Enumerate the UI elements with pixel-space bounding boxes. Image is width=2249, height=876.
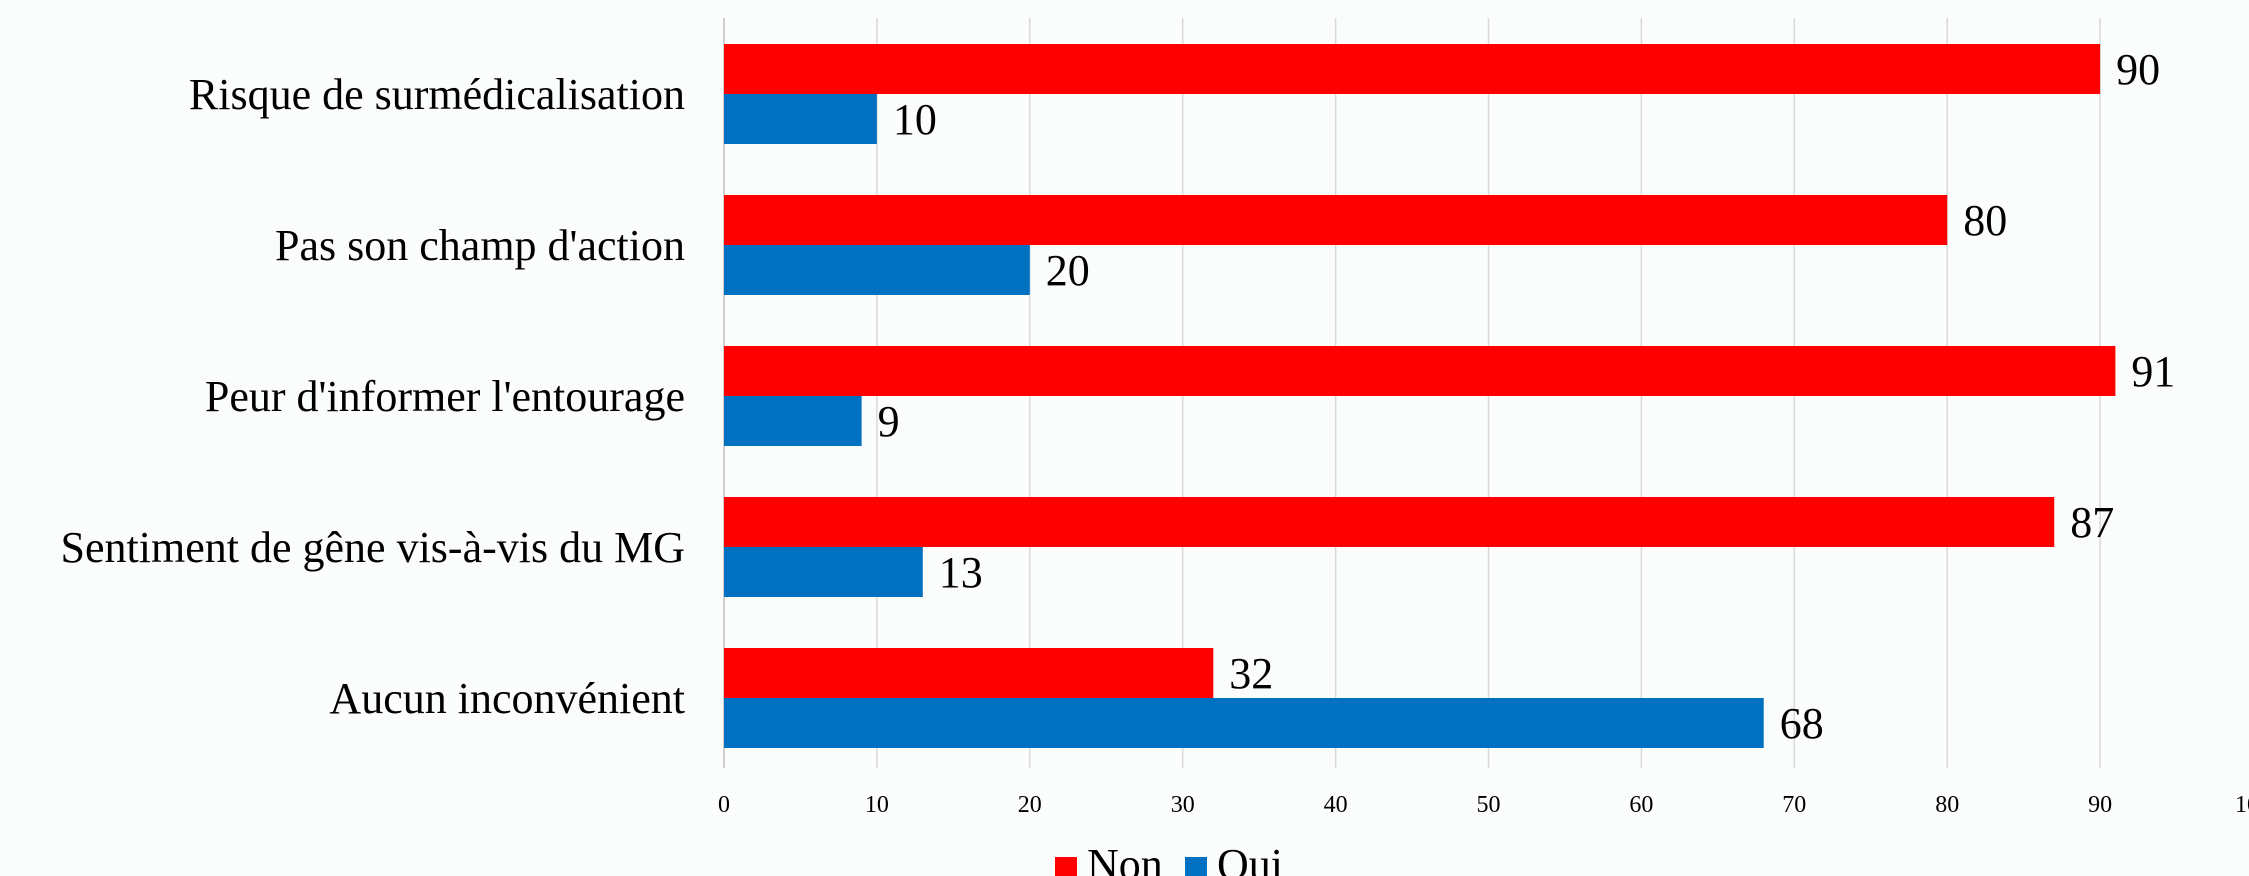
category-label: Peur d'informer l'entourage	[205, 372, 685, 421]
x-tick-label: 10	[865, 792, 889, 818]
x-tick-label: 40	[1324, 792, 1348, 818]
bar-oui	[724, 94, 877, 144]
x-tick-labels: 0 10 20 30 40 50 60 70 80 90 100	[718, 792, 2249, 818]
legend-label-non: Non	[1087, 840, 1163, 876]
legend: Non Oui	[1055, 840, 1283, 876]
x-tick-label: 30	[1171, 792, 1195, 818]
data-label: 87	[2070, 498, 2114, 547]
category-label: Sentiment de gêne vis-à-vis du MG	[61, 523, 685, 572]
x-tick-label: 90	[2088, 792, 2112, 818]
data-label: 90	[2116, 45, 2160, 94]
x-tick-label: 50	[1477, 792, 1501, 818]
legend-label-oui: Oui	[1217, 840, 1283, 876]
category-labels: Risque de surmédicalisation Pas son champ…	[61, 70, 685, 723]
data-label: 32	[1229, 649, 1273, 698]
bar-non	[724, 497, 2055, 547]
x-tick-label: 80	[1935, 792, 1959, 818]
bar-non	[724, 346, 2116, 396]
bar-oui	[724, 396, 862, 446]
bar-non	[724, 648, 1214, 698]
x-tick-label: 60	[1629, 792, 1653, 818]
data-label: 9	[878, 397, 900, 446]
bar-non	[724, 44, 2101, 94]
x-tick-label: 20	[1018, 792, 1042, 818]
data-label: 10	[893, 95, 937, 144]
category-label: Risque de surmédicalisation	[189, 70, 685, 119]
legend-swatch-non	[1055, 857, 1077, 876]
x-tick-label: 0	[718, 792, 730, 818]
data-label: 80	[1963, 196, 2007, 245]
bar-non	[724, 195, 1948, 245]
category-label: Pas son champ d'action	[275, 221, 685, 270]
legend-swatch-oui	[1185, 857, 1207, 876]
data-label: 20	[1046, 246, 1090, 295]
x-tick-label: 100	[2235, 792, 2249, 818]
data-label: 68	[1780, 699, 1824, 748]
bar-oui	[724, 547, 923, 597]
data-label: 91	[2131, 347, 2175, 396]
bars: 90 10 80 20 91 9 87 13 32 68	[724, 44, 2175, 748]
bar-oui	[724, 245, 1030, 295]
category-label: Aucun inconvénient	[329, 674, 685, 723]
data-label: 13	[939, 548, 983, 597]
x-tick-label: 70	[1782, 792, 1806, 818]
bar-oui	[724, 698, 1764, 748]
